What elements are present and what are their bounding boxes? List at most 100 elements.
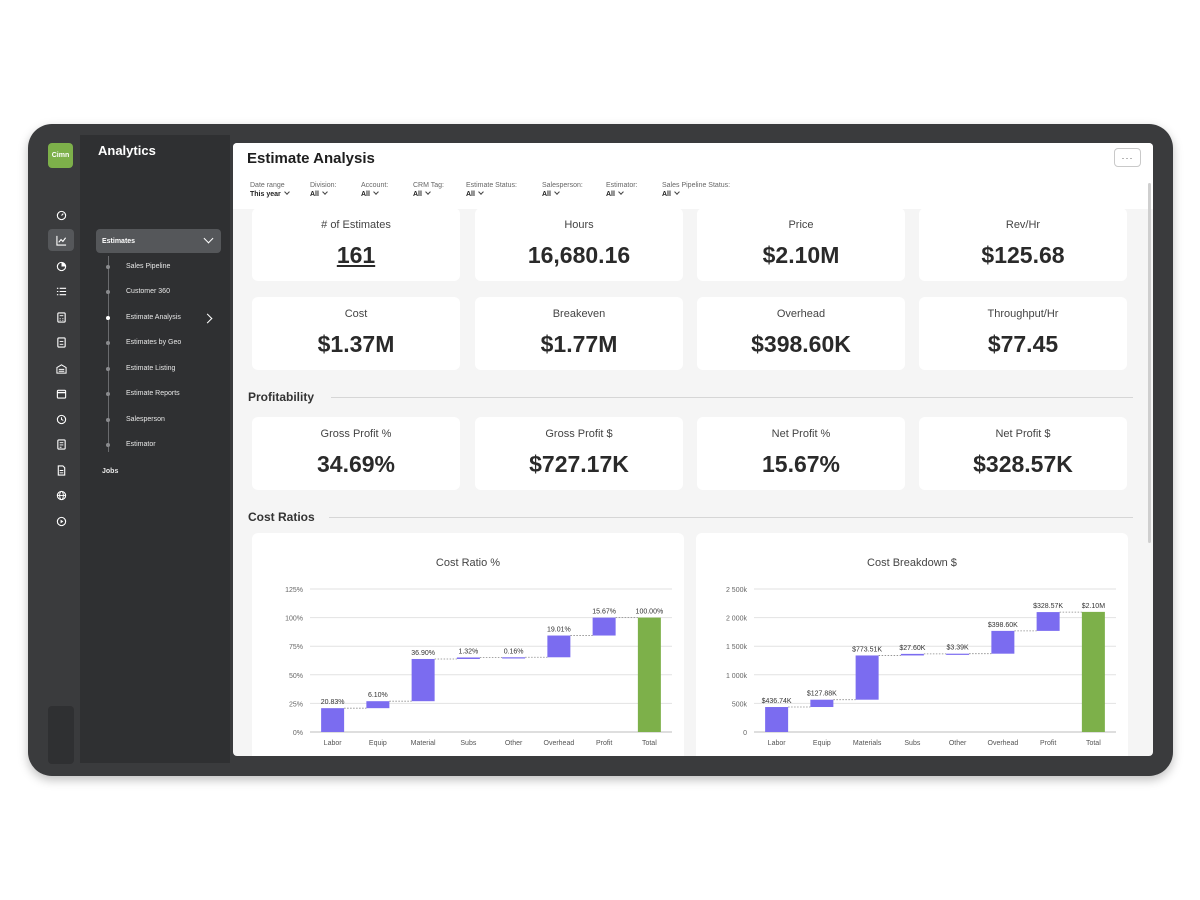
data-label: 6.10% [368, 692, 388, 699]
bar[interactable] [810, 699, 834, 708]
bar[interactable] [900, 653, 924, 656]
nav-tree-dot [106, 443, 110, 447]
nav-item-estimate-listing[interactable]: Estimate Listing [126, 365, 176, 372]
nav-tree-dot [106, 316, 110, 320]
bar[interactable] [321, 708, 345, 732]
filter-value: All [466, 191, 517, 198]
filter-value: All [542, 191, 583, 198]
building-nav-button[interactable] [48, 357, 74, 379]
pie-chart-nav-button[interactable] [48, 255, 74, 277]
filter-value: All [606, 191, 638, 198]
play-nav-button[interactable] [48, 510, 74, 532]
x-tick-label: Labor [768, 740, 787, 747]
nav-tree-dot [106, 418, 110, 422]
filter-value: This year [250, 191, 289, 198]
clock-nav-button[interactable] [48, 408, 74, 430]
section-cost-ratios: Cost Ratios [248, 510, 315, 524]
kpi-value: $2.10M [762, 242, 840, 268]
nav-item-sales-pipeline[interactable]: Sales Pipeline [126, 263, 171, 270]
clock-icon [56, 414, 66, 424]
invoice-nav-button[interactable] [48, 433, 74, 455]
filter-label: Account: [361, 182, 389, 189]
kpi-card-hours: Hours 16,680.16 [475, 208, 683, 281]
calendar-nav-button[interactable] [48, 382, 74, 404]
nav-item-estimate-reports[interactable]: Estimate Reports [126, 390, 180, 397]
cost-breakdown-chart-card: Cost Breakdown $ 0 500k 1 000k 1 500k 2 000k… [696, 533, 1128, 756]
kpi-label: Breakeven [552, 308, 606, 320]
nav-group-estimates[interactable]: Estimates [96, 229, 221, 253]
bar[interactable] [855, 655, 879, 700]
filter-estimator[interactable]: Estimator: All [606, 182, 638, 198]
filter-sales-pipeline-status[interactable]: Sales Pipeline Status: All [662, 182, 730, 198]
kpi-card-gross-profit: Gross Profit $ $727.17K [475, 417, 683, 490]
filter-value: All [662, 191, 730, 198]
file-nav-button[interactable] [48, 459, 74, 481]
filter-value: All [413, 191, 444, 198]
calculator-nav-button[interactable] [48, 306, 74, 328]
kpi-value: $398.60K [751, 331, 851, 357]
kpi-label: Net Profit % [771, 428, 831, 440]
bar[interactable] [592, 617, 616, 636]
filter-crm-tag[interactable]: CRM Tag: All [413, 182, 444, 198]
nav-tree-line [108, 256, 109, 452]
kpi-value-link[interactable]: 161 [336, 242, 376, 268]
dashboard-nav-button[interactable] [48, 204, 74, 226]
bar[interactable] [765, 707, 789, 732]
kpi-value: 34.69% [316, 451, 395, 477]
bar[interactable] [456, 657, 480, 659]
filter-account[interactable]: Account: All [361, 182, 388, 198]
kpi-label: Throughput/Hr [987, 308, 1059, 320]
nav-tree-dot [106, 290, 110, 294]
y-tick-label: 1 000k [726, 673, 748, 680]
bar[interactable] [366, 701, 390, 709]
filter-estimate-status[interactable]: Estimate Status: All [466, 182, 517, 198]
building-icon [55, 363, 67, 374]
y-tick-label: 1 500k [726, 644, 748, 651]
app-logo[interactable]: Cimn [48, 143, 73, 168]
kpi-label: Gross Profit $ [545, 428, 613, 440]
data-label: 1.32% [458, 648, 478, 655]
nav-item-estimator[interactable]: Estimator [126, 441, 156, 448]
filter-division[interactable]: Division: All [310, 182, 336, 198]
bar[interactable] [1081, 611, 1105, 732]
scrollbar[interactable] [1148, 183, 1151, 543]
x-tick-label: Overhead [988, 740, 1019, 747]
chevron-down-icon [203, 233, 214, 244]
nav-item-estimate-analysis[interactable]: Estimate Analysis [126, 314, 181, 321]
nav-item-salesperson[interactable]: Salesperson [126, 416, 165, 423]
list-nav-button[interactable] [48, 280, 74, 302]
bar[interactable] [547, 635, 571, 658]
kpi-card-breakeven: Breakeven $1.77M [475, 297, 683, 370]
bar[interactable] [637, 617, 661, 732]
data-label: 19.01% [547, 627, 571, 634]
nav-item-jobs[interactable]: Jobs [102, 468, 119, 475]
cost-ratio-chart: 0% 25% 50% 75% 100% 125% 20.83% Labor 6.10% Equip… [285, 587, 672, 747]
data-label: $127.88K [807, 691, 837, 698]
line-chart-nav-button[interactable] [48, 229, 74, 251]
y-tick-label: 25% [289, 701, 303, 708]
y-tick-label: 50% [289, 673, 303, 680]
filter-date-range[interactable]: Date range This year [250, 182, 289, 198]
data-label: 20.83% [321, 699, 345, 706]
nav-item-estimates-by-geo[interactable]: Estimates by Geo [126, 339, 182, 346]
document-nav-button[interactable] [48, 331, 74, 353]
globe-nav-button[interactable] [48, 484, 74, 506]
bar[interactable] [991, 630, 1015, 654]
y-tick-label: 75% [289, 644, 303, 651]
filter-salesperson[interactable]: Salesperson: All [542, 182, 583, 198]
x-tick-label: Materials [853, 740, 882, 747]
kpi-card-net-profit: Net Profit % 15.67% [697, 417, 905, 490]
x-tick-label: Subs [460, 740, 476, 747]
bar[interactable] [946, 653, 970, 655]
section-profitability: Profitability [248, 390, 315, 404]
x-tick-label: Total [1086, 740, 1101, 747]
filter-label: Salesperson: [542, 182, 583, 189]
y-tick-label: 125% [285, 587, 303, 594]
more-options-button[interactable]: ··· [1114, 148, 1141, 167]
x-tick-label: Profit [596, 740, 612, 747]
bar[interactable] [502, 657, 526, 659]
kpi-card--of-estimates: # of Estimates 161 [252, 208, 460, 281]
bar[interactable] [411, 658, 435, 702]
nav-item-customer-360[interactable]: Customer 360 [126, 288, 170, 295]
bar[interactable] [1036, 612, 1060, 631]
